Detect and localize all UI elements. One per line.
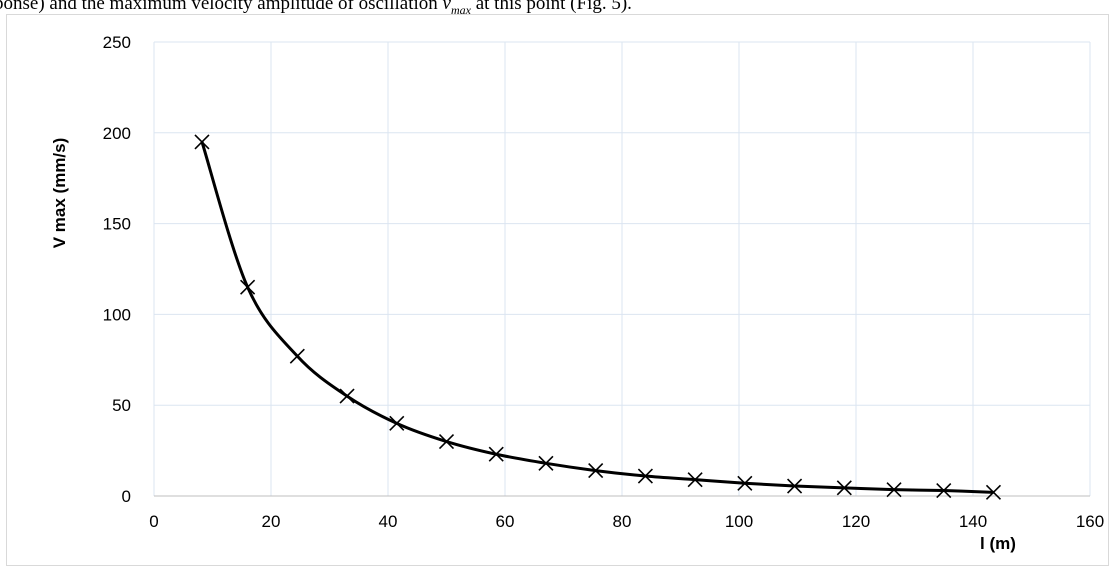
marker-stroke xyxy=(588,463,604,479)
data-point-marker xyxy=(687,472,703,488)
y-tick-label: 50 xyxy=(112,396,131,415)
marker-stroke xyxy=(488,446,504,462)
data-point-marker xyxy=(389,415,405,431)
marker-stroke xyxy=(194,134,210,150)
data-point-marker xyxy=(637,468,653,484)
marker-stroke xyxy=(389,415,405,431)
caption-suffix: at this point (Fig. 5). xyxy=(470,0,632,14)
marker-stroke xyxy=(737,475,753,491)
marker-stroke xyxy=(289,348,305,364)
marker-stroke xyxy=(936,482,952,499)
x-tick-label: 80 xyxy=(613,512,632,531)
marker-stroke xyxy=(339,388,355,404)
x-axis-title: l (m) xyxy=(980,534,1016,553)
data-point-marker xyxy=(488,446,504,462)
y-tick-label: 100 xyxy=(103,305,131,324)
x-tick-label: 20 xyxy=(262,512,281,531)
x-tick-label: 160 xyxy=(1076,512,1104,531)
grid-layer xyxy=(153,41,1091,496)
x-tick-label: 140 xyxy=(959,512,987,531)
y-tick-label: 0 xyxy=(122,487,131,506)
caption-prefix: ponse) and the maximum velocity amplitud… xyxy=(0,0,443,14)
tick-layer: 0 20 40 60 80 100 120 140 160 0 50 100 150 200 250 xyxy=(103,33,1105,531)
data-point-marker xyxy=(538,455,554,471)
data-point-marker xyxy=(240,279,256,295)
data-point-marker xyxy=(339,388,355,404)
data-point-marker xyxy=(588,463,604,479)
caption-subscript: max xyxy=(450,2,471,17)
marker-stroke xyxy=(538,455,554,471)
x-tick-label: 120 xyxy=(842,512,870,531)
data-point-marker xyxy=(438,433,455,450)
x-tick-label: 0 xyxy=(149,512,158,531)
marker-layer xyxy=(194,134,1002,500)
series-layer xyxy=(200,141,994,494)
marker-stroke xyxy=(687,472,703,488)
marker-stroke xyxy=(886,482,902,498)
marker-stroke xyxy=(438,433,455,450)
y-axis-title: V max (mm/s) xyxy=(50,138,69,249)
marker-stroke xyxy=(836,480,852,496)
marker-stroke xyxy=(240,279,256,295)
data-point-marker xyxy=(985,484,1002,500)
series-line xyxy=(200,141,994,494)
chart-svg: 0 20 40 60 80 100 120 140 160 0 50 100 150 200 250 V m… xyxy=(50,33,1105,553)
y-tick-label: 200 xyxy=(103,124,131,143)
x-tick-label: 60 xyxy=(496,512,515,531)
marker-stroke xyxy=(985,484,1002,500)
data-point-marker xyxy=(289,348,305,364)
y-tick-label: 250 xyxy=(103,33,131,52)
caption-symbol: v xyxy=(442,0,451,14)
data-point-marker xyxy=(886,482,902,498)
data-point-marker xyxy=(194,134,210,150)
marker-stroke xyxy=(637,468,653,484)
data-point-marker xyxy=(737,475,753,491)
chart-frame: 0 20 40 60 80 100 120 140 160 0 50 100 150 200 250 V m… xyxy=(6,14,1109,566)
x-tick-label: 40 xyxy=(379,512,398,531)
caption-text: ponse) and the maximum velocity amplitud… xyxy=(0,0,632,17)
x-tick-label: 100 xyxy=(725,512,753,531)
marker-stroke xyxy=(787,478,803,494)
data-point-marker xyxy=(936,482,952,499)
data-point-marker xyxy=(836,480,852,496)
y-tick-label: 150 xyxy=(103,215,131,234)
data-point-marker xyxy=(787,478,803,494)
